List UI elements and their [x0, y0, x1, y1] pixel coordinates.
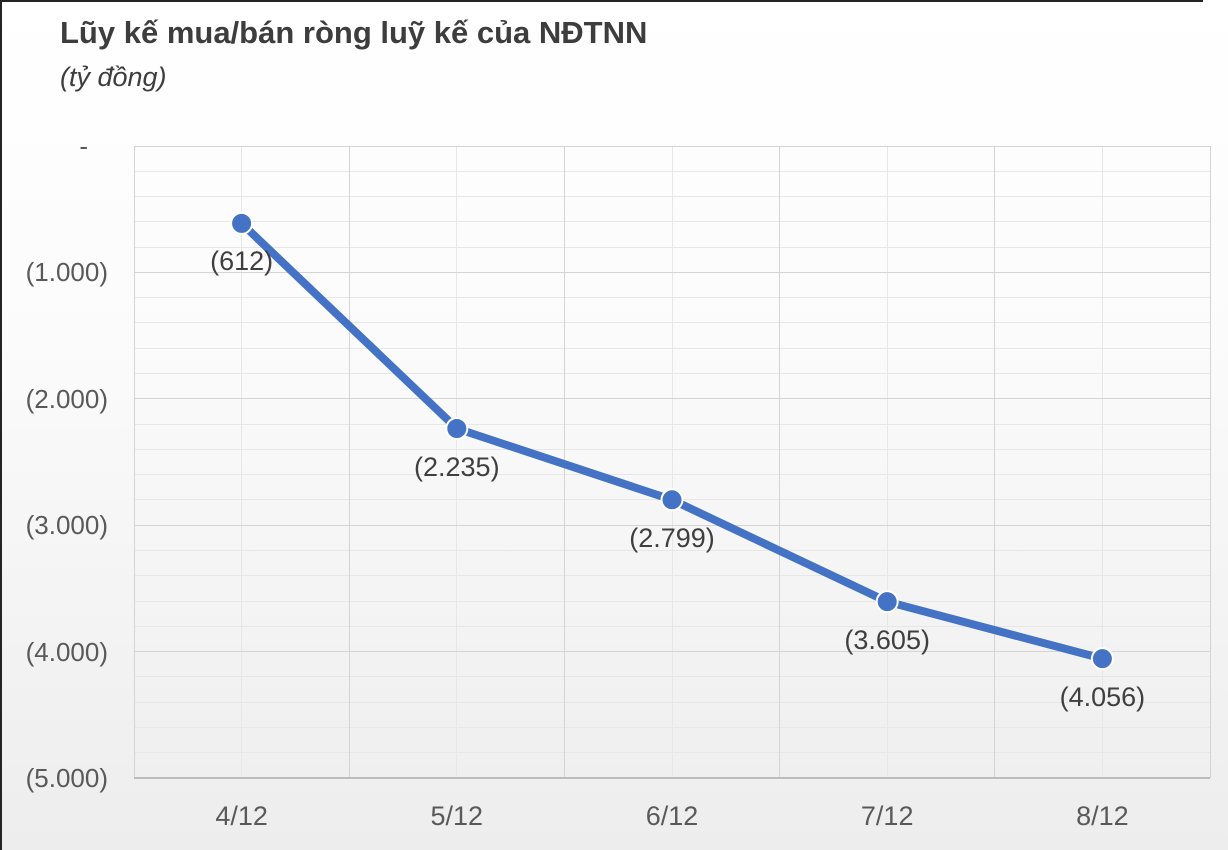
y-grid-major	[134, 271, 1210, 273]
data-label: (3.605)	[844, 624, 930, 655]
x-grid-minor	[886, 146, 888, 778]
y-grid-major	[134, 145, 1210, 147]
x-grid-major	[994, 146, 996, 778]
data-label: (612)	[210, 246, 274, 277]
x-axis-line	[134, 777, 1210, 779]
y-axis-tick-label: -	[79, 131, 88, 161]
x-grid-major	[779, 146, 781, 778]
y-grid-major	[134, 651, 1210, 653]
data-point-marker	[660, 488, 684, 512]
x-axis-tick-label: 5/12	[430, 801, 484, 831]
x-axis-tick-label: 4/12	[215, 801, 268, 831]
data-point-marker	[230, 211, 254, 235]
x-axis-tick-label: 6/12	[645, 801, 699, 831]
chart-frame-border-top	[0, 0, 1203, 2]
x-grid-minor	[671, 146, 673, 778]
data-point-marker	[875, 590, 899, 614]
data-label: (4.056)	[1059, 681, 1146, 712]
data-point-marker	[1090, 647, 1114, 671]
y-axis-tick-label: (1.000)	[25, 257, 108, 288]
chart-frame-border-left	[0, 0, 2, 850]
y-axis-tick-label: (3.000)	[25, 510, 108, 541]
series-line-svg	[230, 211, 1114, 671]
y-axis-tick-label: (5.000)	[25, 763, 108, 793]
x-grid-major	[133, 146, 135, 778]
data-point-marker	[445, 417, 469, 441]
x-grid-major	[1209, 146, 1211, 778]
y-axis-tick-label: (2.000)	[25, 383, 108, 414]
series-line	[237, 219, 1107, 663]
plot-area: (612) (2.235) (2.799) (3.605) (4.056)	[133, 145, 1211, 779]
x-grid-minor	[1101, 146, 1103, 778]
x-grid-major	[348, 146, 350, 778]
y-grid-major	[134, 524, 1210, 526]
x-axis-tick-label: 8/12	[1076, 801, 1129, 831]
x-grid-minor	[456, 146, 458, 778]
y-axis-tick-label: (4.000)	[25, 636, 108, 667]
y-grid-major	[134, 398, 1210, 400]
data-label: (2.799)	[629, 522, 715, 553]
data-label: (2.235)	[414, 451, 500, 482]
x-axis-tick-label: 7/12	[860, 801, 914, 831]
chart-unit-subtitle: (tỷ đồng)	[60, 62, 167, 92]
chart-title: Lũy kế mua/bán ròng luỹ kế của NĐTNN	[60, 15, 648, 50]
x-grid-minor	[241, 146, 243, 778]
